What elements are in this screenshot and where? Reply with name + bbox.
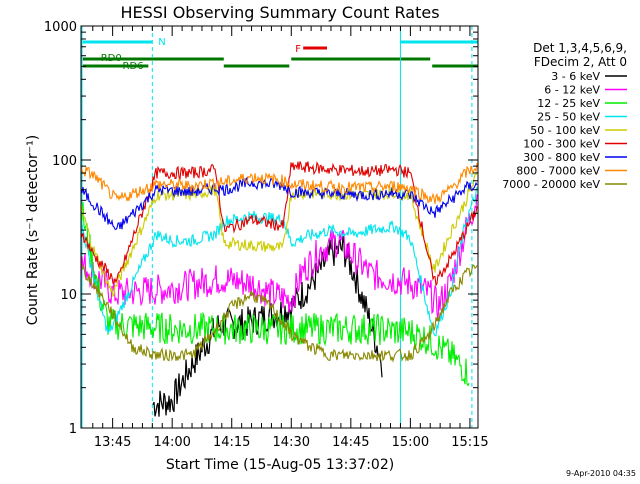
legend-label-3: 12 - 25 keV	[537, 97, 600, 110]
x-tick-label: 15:00	[392, 435, 429, 450]
legend-label-5: 50 - 100 keV	[530, 124, 600, 137]
y-tick-label: 10	[60, 288, 77, 303]
legend-label-8: 800 - 7000 keV	[516, 165, 600, 178]
x-tick-label: 14:45	[332, 435, 369, 450]
series-line-1	[152, 236, 383, 417]
series-line-4	[80, 186, 478, 337]
legend-label-9: 7000 - 20000 keV	[502, 178, 600, 191]
x-tick-label: 14:15	[213, 435, 250, 450]
footer-date: 9-Apr-2010 04:35	[566, 469, 636, 478]
legend-header-line-2: FDecim 2, Att 0	[534, 55, 627, 69]
y-tick-label: 1	[69, 422, 77, 437]
series-line-6	[80, 161, 478, 287]
annotation-RD6: RD6	[123, 61, 144, 72]
y-tick-label: 100	[52, 154, 77, 169]
series-line-5	[80, 171, 478, 298]
x-tick-label: 14:30	[273, 435, 310, 450]
plot-frame	[80, 25, 479, 429]
legend-label-7: 300 - 800 keV	[523, 151, 600, 164]
annotation-N: N	[158, 37, 165, 48]
series-line-2	[80, 194, 478, 321]
chart-title: HESSI Observing Summary Count Rates	[120, 3, 439, 22]
legend-label-6: 100 - 300 keV	[523, 138, 600, 151]
annotation-RD0: RD0	[101, 53, 122, 64]
legend-label-1: 3 - 6 keV	[551, 70, 600, 83]
legend-label-2: 6 - 12 keV	[544, 84, 600, 97]
series-line-9	[80, 263, 478, 363]
legend-header-line-1: Det 1,3,4,5,6,9,	[533, 41, 627, 55]
x-tick-label: 15:15	[451, 435, 488, 450]
series-line-8	[80, 162, 478, 204]
y-tick-label: 1000	[44, 20, 77, 35]
series-line-7	[80, 176, 478, 231]
x-axis-label: Start Time (15-Aug-05 13:37:02)	[166, 457, 394, 473]
x-tick-label: 14:00	[153, 435, 190, 450]
x-tick-label: 13:45	[94, 435, 131, 450]
y-axis-label: Count Rate (s⁻¹ detector⁻¹)	[25, 135, 41, 325]
annotation-F: F	[295, 44, 301, 55]
legend-label-4: 25 - 50 keV	[537, 111, 600, 124]
